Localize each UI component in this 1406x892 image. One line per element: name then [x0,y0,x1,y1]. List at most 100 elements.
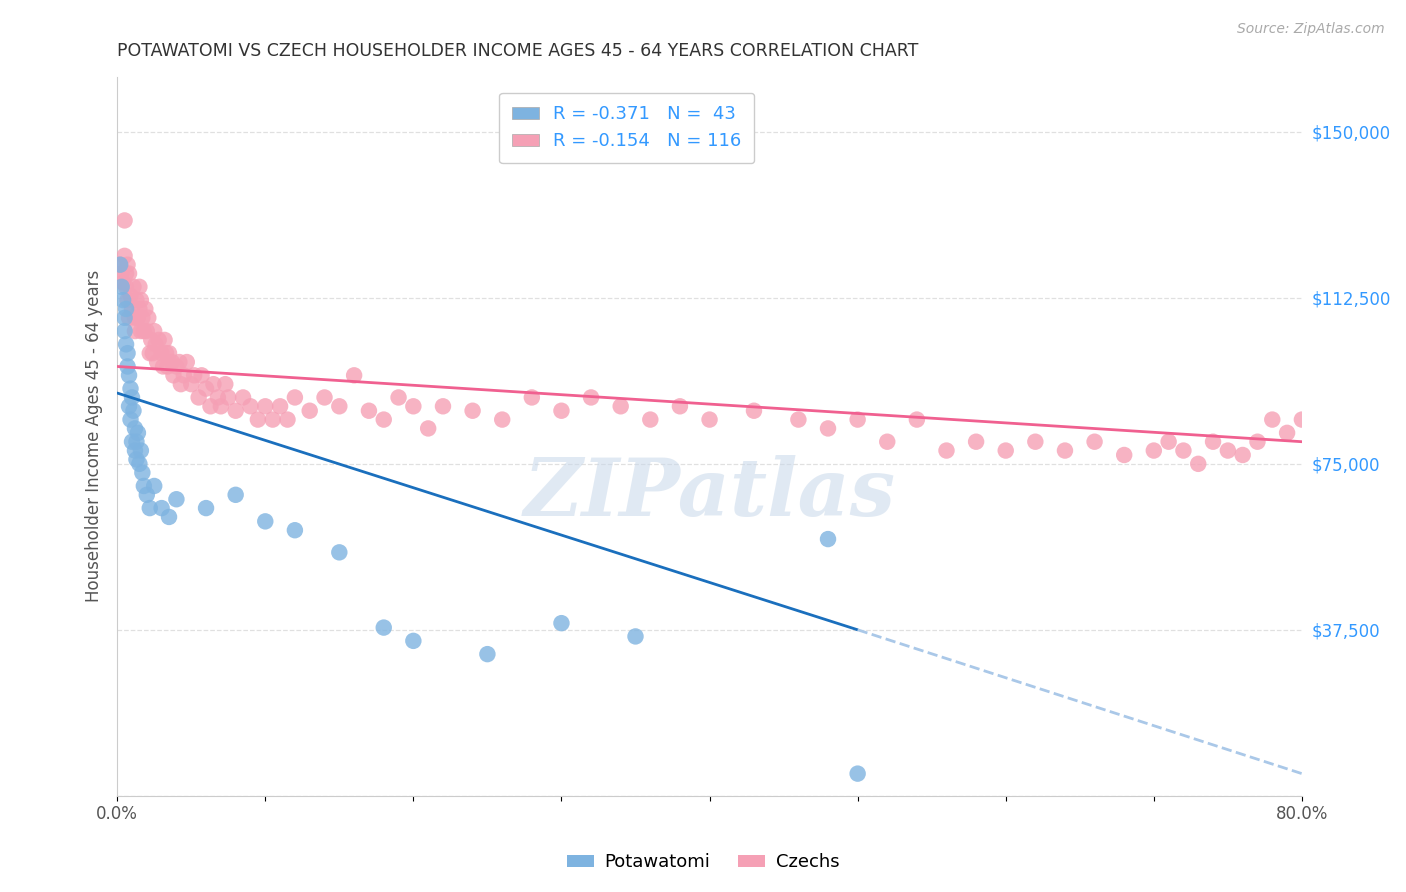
Point [141,333,163,347]
Point [1246,434,1268,449]
Point [139,501,162,516]
Point [142,346,165,360]
Point [817,421,839,435]
Point [477,647,499,661]
Point [640,412,662,426]
Point [139,346,162,360]
Point [239,399,262,413]
Point [965,434,987,449]
Point [148,333,170,347]
Point [120,382,142,396]
Point [209,399,232,413]
Point [127,425,149,440]
Point [115,301,138,316]
Point [112,293,135,307]
Point [127,310,149,325]
Point [114,310,136,325]
Point [114,213,136,227]
Point [131,466,153,480]
Y-axis label: Householder Income Ages 45 - 64 years: Householder Income Ages 45 - 64 years [86,270,103,602]
Point [124,324,146,338]
Point [1320,412,1343,426]
Point [298,403,321,417]
Point [118,368,141,383]
Point [1114,448,1136,462]
Point [117,359,139,374]
Point [153,333,176,347]
Point [187,391,209,405]
Point [134,301,156,316]
Point [125,293,148,307]
Point [108,258,131,272]
Point [115,267,138,281]
Point [180,377,202,392]
Point [1232,448,1254,462]
Point [432,399,454,413]
Point [357,403,380,417]
Point [173,368,195,383]
Point [117,346,139,360]
Point [1187,457,1209,471]
Point [118,267,141,281]
Point [1275,425,1298,440]
Point [328,399,350,413]
Point [461,403,484,417]
Point [125,434,148,449]
Point [131,310,153,325]
Legend: R = -0.371   N =  43, R = -0.154   N = 116: R = -0.371 N = 43, R = -0.154 N = 116 [499,93,754,163]
Point [232,391,254,405]
Point [156,359,179,374]
Point [143,479,166,493]
Point [135,488,157,502]
Point [200,399,222,413]
Point [136,310,159,325]
Point [550,616,572,631]
Point [246,412,269,426]
Point [132,479,155,493]
Point [129,443,152,458]
Point [1202,434,1225,449]
Point [1291,412,1313,426]
Point [176,355,198,369]
Point [343,368,366,383]
Point [122,403,145,417]
Point [195,501,218,516]
Point [269,399,291,413]
Point [108,258,131,272]
Point [111,280,134,294]
Point [129,293,152,307]
Point [1143,443,1166,458]
Point [124,443,146,458]
Point [115,337,138,351]
Point [1157,434,1180,449]
Point [1173,443,1195,458]
Point [118,310,141,325]
Point [225,403,247,417]
Point [157,510,180,524]
Point [491,412,513,426]
Point [742,403,765,417]
Point [254,399,277,413]
Point [905,412,928,426]
Point [328,545,350,559]
Point [373,412,395,426]
Point [1305,434,1327,449]
Text: POTAWATOMI VS CZECH HOUSEHOLDER INCOME AGES 45 - 64 YEARS CORRELATION CHART: POTAWATOMI VS CZECH HOUSEHOLDER INCOME A… [117,42,918,60]
Point [112,276,135,290]
Point [143,324,166,338]
Point [155,346,177,360]
Point [135,324,157,338]
Point [387,391,409,405]
Point [165,359,187,374]
Point [190,368,212,383]
Point [254,514,277,528]
Point [1053,443,1076,458]
Point [520,391,543,405]
Point [217,391,239,405]
Point [214,377,236,392]
Point [120,288,142,302]
Point [118,399,141,413]
Point [162,368,184,383]
Point [125,452,148,467]
Point [1216,443,1239,458]
